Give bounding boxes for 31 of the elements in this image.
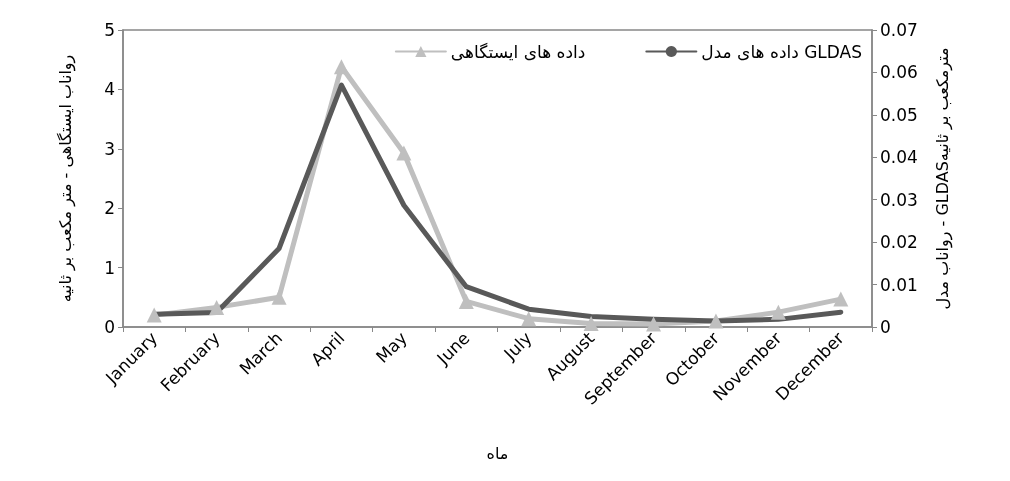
y2-tick-label: 0 [880,317,891,337]
y-tick-label: 5 [104,20,115,40]
y2-tick-label: 0.02 [880,232,918,253]
y2-tick-label: 0.05 [880,104,918,125]
legend-label: داده های مدل GLDAS [701,41,863,62]
point [770,304,786,320]
point [521,311,537,327]
point [271,289,287,305]
point [458,293,474,309]
y2-tick-label: 0.04 [880,147,918,168]
y-tick-label: 0 [104,317,115,337]
point [833,291,849,307]
y-tick-label: 1 [104,257,115,278]
y2-tick-label: 0.07 [880,20,918,40]
y2-tick-label: 0.03 [880,189,918,210]
y-axis-title: رواناب ایستگاهی - متر مکعب بر ثانیه [55,54,76,303]
y-tick-label: 2 [104,198,115,219]
point [583,315,599,331]
point [146,307,162,323]
point [708,313,724,329]
x-axis-title: ماه [486,443,509,463]
point [396,145,412,161]
y2-tick-label: 0.01 [880,274,918,295]
point [333,59,349,75]
y2-tick-label: 0.06 [880,62,918,83]
y-tick-label: 3 [104,138,115,159]
point [209,299,225,315]
point [646,316,662,332]
y-tick-label: 4 [104,79,115,100]
legend-label: داده های ایستگاهی [450,41,586,62]
y2-axis-title: رواناب مدل - GLDASمترمکعب بر ثانیه [932,47,953,310]
